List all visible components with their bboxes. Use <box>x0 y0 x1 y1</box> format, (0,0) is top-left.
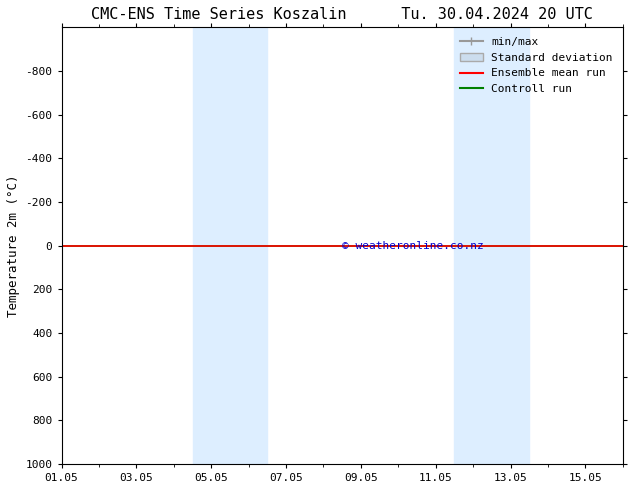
Text: © weatheronline.co.nz: © weatheronline.co.nz <box>342 241 484 251</box>
Bar <box>455 27 529 464</box>
Y-axis label: Temperature 2m (°C): Temperature 2m (°C) <box>7 174 20 317</box>
Title: CMC-ENS Time Series Koszalin      Tu. 30.04.2024 20 UTC: CMC-ENS Time Series Koszalin Tu. 30.04.2… <box>91 7 593 22</box>
Legend: min/max, Standard deviation, Ensemble mean run, Controll run: min/max, Standard deviation, Ensemble me… <box>456 33 618 98</box>
Bar <box>193 27 268 464</box>
